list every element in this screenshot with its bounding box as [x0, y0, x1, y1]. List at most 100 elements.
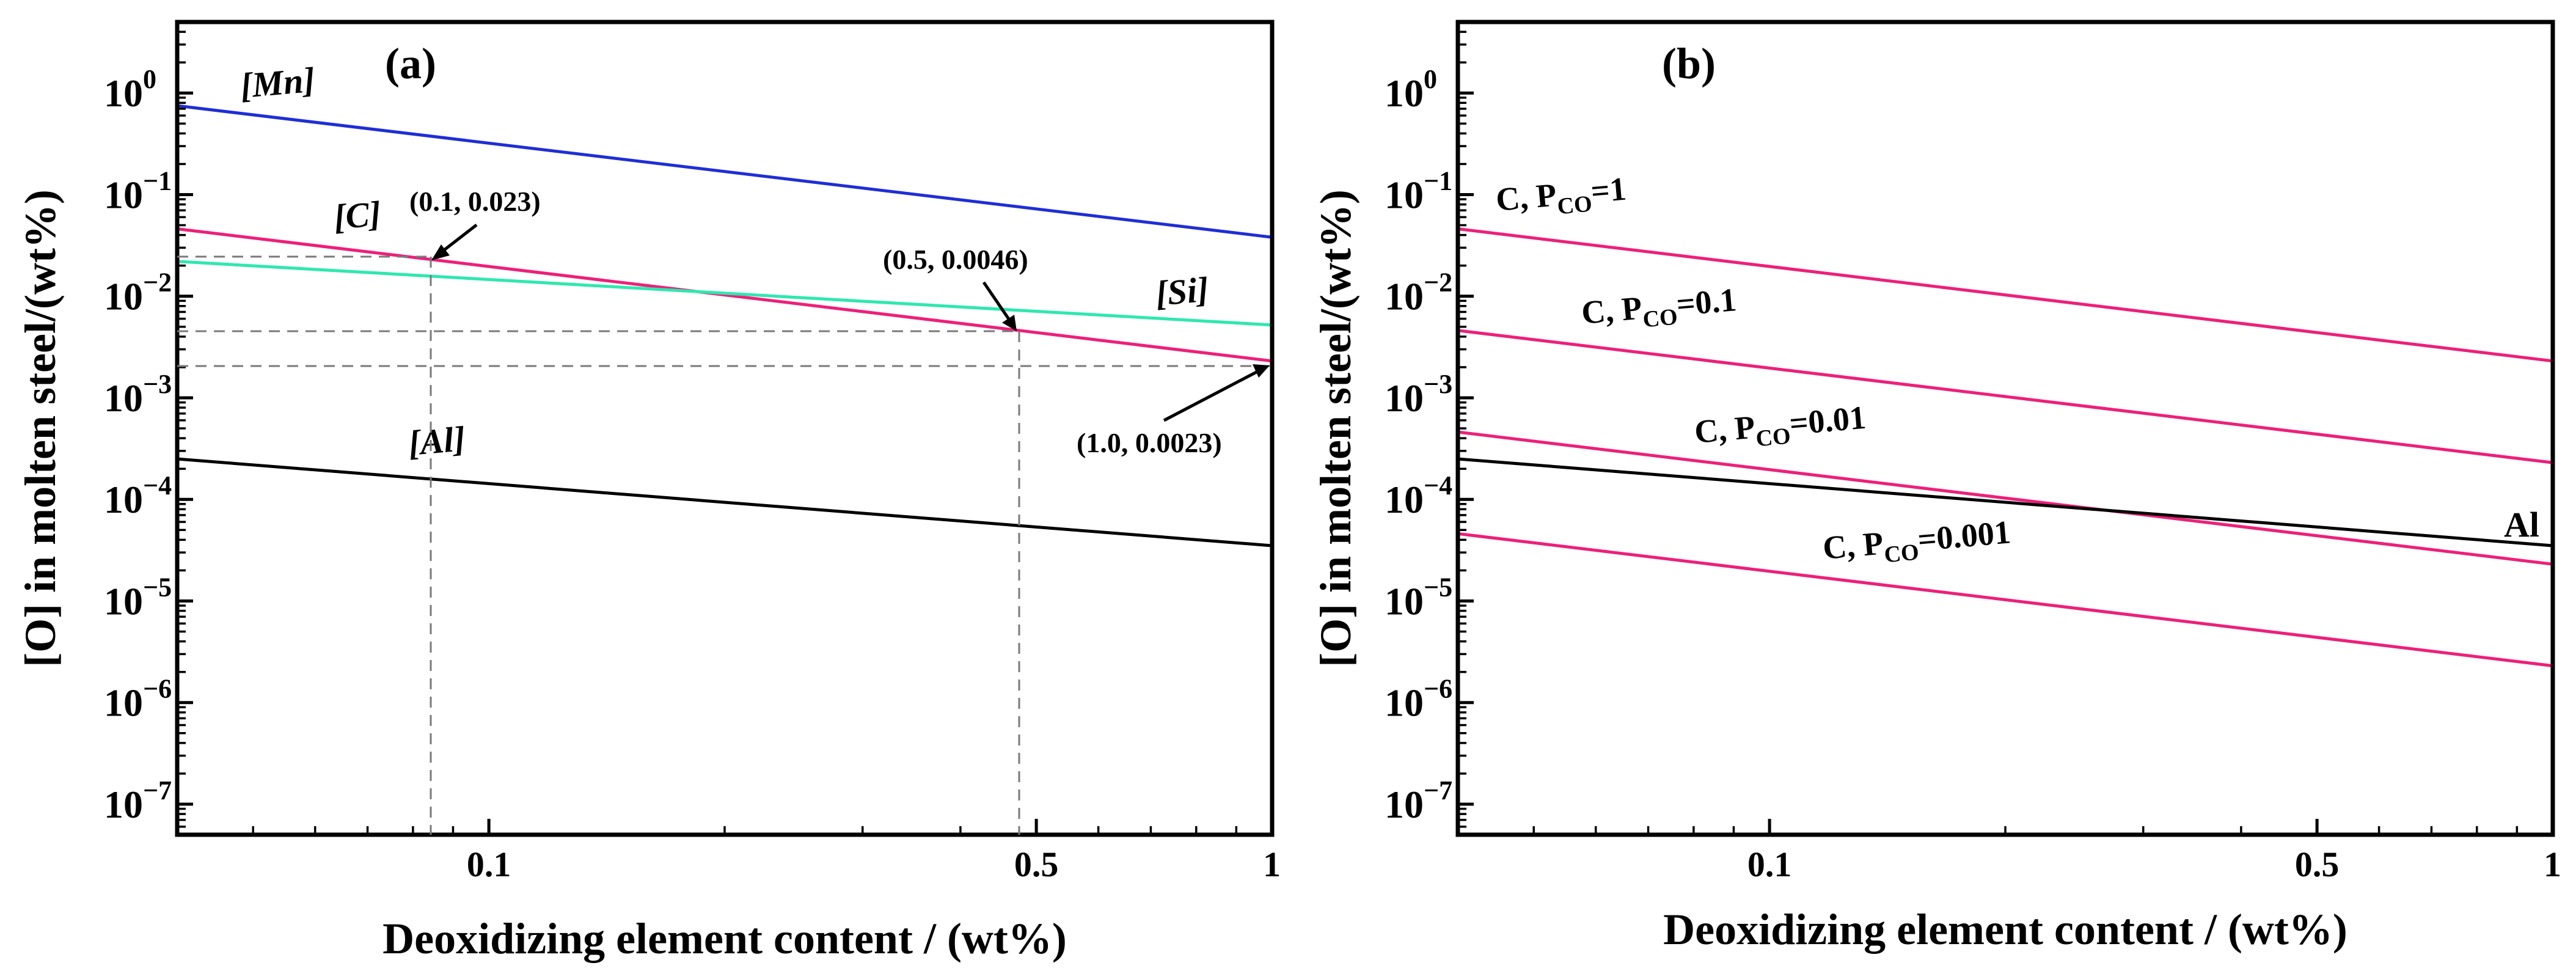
y-tick-exponent: −1	[1424, 166, 1452, 196]
y-tick-base: 10	[1385, 376, 1424, 420]
y-tick-exponent: −6	[143, 674, 172, 704]
x-tick-label: 0.1	[467, 845, 511, 884]
y-tick-base: 10	[104, 579, 143, 623]
y-tick-exponent: −7	[1424, 775, 1452, 805]
y-tick-exponent: −7	[143, 775, 172, 805]
panel-b-frame	[1455, 20, 2555, 837]
y-tick-exponent: −4	[1424, 471, 1452, 500]
annotation-label-1-0: (1.0, 0.0023)	[1077, 427, 1222, 458]
series-label-al: [Al]	[406, 419, 467, 463]
series-label-mn: [Mn]	[238, 60, 317, 106]
y-tick-base: 10	[104, 681, 143, 725]
y-tick-exponent: −3	[143, 369, 172, 399]
annotation-arrow-0-5	[982, 281, 1013, 324]
label-tail: =0.001	[1916, 513, 2012, 558]
y-tick-exponent: −5	[1424, 572, 1452, 602]
y-tick-base: 10	[104, 275, 143, 318]
y-tick-exponent: 0	[143, 64, 156, 94]
series-label-c-pco-1: C, PCO=1	[1495, 170, 1628, 225]
series-line-0-2	[177, 260, 1273, 327]
annotation-label-0-1: (0.1, 0.023)	[409, 186, 541, 217]
y-tick-base: 10	[104, 376, 143, 420]
y-tick-base: 10	[104, 71, 143, 115]
series-label-si: [Si]	[1154, 269, 1210, 313]
y-tick-label: 10−1	[1385, 166, 1452, 216]
y-tick-label: 10−3	[1385, 369, 1452, 420]
panel-a-y-axis-label: [O] in molten steel/(wt%)	[16, 189, 65, 667]
label-main: C, P	[1580, 290, 1644, 331]
panel-b-label: (b)	[1662, 39, 1716, 88]
series-label-al: Al	[2504, 505, 2539, 544]
y-tick-exponent: −2	[143, 268, 172, 298]
label-sub: CO	[1883, 539, 1920, 568]
y-tick-label: 10−5	[1385, 572, 1452, 623]
y-tick-label: 10−2	[1385, 268, 1452, 318]
annotation-arrow-0-1	[437, 224, 478, 255]
y-tick-base: 10	[104, 783, 143, 826]
y-tick-label: 10−6	[1385, 674, 1452, 725]
annotation-0-1: (0.1, 0.023)	[177, 186, 541, 835]
y-tick-base: 10	[1385, 681, 1424, 725]
y-tick-exponent: −5	[143, 572, 172, 602]
panel-b-x-axis-label: Deoxidizing element content / (wt%)	[1663, 905, 2347, 954]
y-tick-exponent: −3	[1424, 369, 1452, 399]
y-tick-label: 10−4	[104, 471, 172, 521]
panel-b-y-axis-label: [O] in molten steel/(wt%)	[1311, 189, 1360, 667]
series-line-1-1	[1457, 329, 2553, 464]
series-line-0-1	[177, 227, 1273, 363]
y-tick-base: 10	[1385, 478, 1424, 521]
y-tick-base: 10	[1385, 173, 1424, 216]
label-sub: CO	[1642, 304, 1678, 332]
y-tick-exponent: −6	[1424, 674, 1452, 704]
y-tick-exponent: 0	[1424, 64, 1437, 94]
series-label-c: [C]	[332, 193, 382, 236]
annotation-0-5: (0.5, 0.0046)	[177, 244, 1028, 835]
y-tick-base: 10	[1385, 579, 1424, 623]
annotation-arrowhead-1-0	[1253, 364, 1270, 378]
label-main: C, P	[1821, 525, 1885, 566]
series-line-0-0	[177, 104, 1273, 239]
y-tick-base: 10	[104, 173, 143, 216]
x-tick-label: 1	[1263, 845, 1281, 884]
label-sub: CO	[1755, 423, 1791, 452]
y-tick-label: 100	[104, 64, 156, 115]
y-tick-base: 10	[104, 478, 143, 521]
series-line-1-4	[1457, 457, 2553, 548]
series-line-1-0	[1457, 227, 2553, 363]
x-tick-label: 0.1	[1747, 845, 1792, 884]
y-tick-exponent: −4	[143, 471, 172, 500]
y-tick-label: 10−6	[104, 674, 172, 725]
y-tick-label: 10−2	[104, 268, 172, 318]
y-tick-base: 10	[1385, 71, 1424, 115]
annotation-label-0-5: (0.5, 0.0046)	[883, 244, 1028, 275]
annotation-1-0: (1.0, 0.0023)	[177, 364, 1272, 458]
x-tick-label: 1	[2544, 845, 2561, 884]
x-tick-label: 0.5	[2295, 845, 2340, 884]
series-line-1-3	[1457, 532, 2553, 668]
panel-b-x-ticks: 0.1 0.5 1	[1532, 819, 2561, 884]
label-main: C, P	[1495, 177, 1558, 218]
label-tail: =1	[1589, 170, 1628, 210]
y-tick-base: 10	[1385, 783, 1424, 826]
annotation-arrow-1-0	[1163, 369, 1260, 422]
series-label-c-pco-0-01: C, PCO=0.01	[1693, 399, 1868, 457]
y-tick-exponent: −1	[143, 166, 172, 196]
panel-a-label: (a)	[385, 39, 436, 88]
annotation-arrowhead-0-5	[1002, 315, 1017, 331]
series-line-0-3	[177, 457, 1273, 548]
y-tick-exponent: −2	[1424, 268, 1452, 298]
panel-a-plot-area	[177, 104, 1273, 548]
panel-b-plot-area	[1457, 227, 2553, 668]
label-main: C, P	[1693, 409, 1757, 450]
series-line-1-2	[1457, 430, 2553, 566]
y-tick-label: 10−5	[104, 572, 172, 623]
series-label-c-pco-0-001: C, PCO=0.001	[1821, 513, 2013, 573]
annotation-arrowhead-0-1	[431, 244, 450, 260]
x-tick-label: 0.5	[1014, 845, 1059, 884]
y-tick-label: 100	[1385, 64, 1437, 115]
